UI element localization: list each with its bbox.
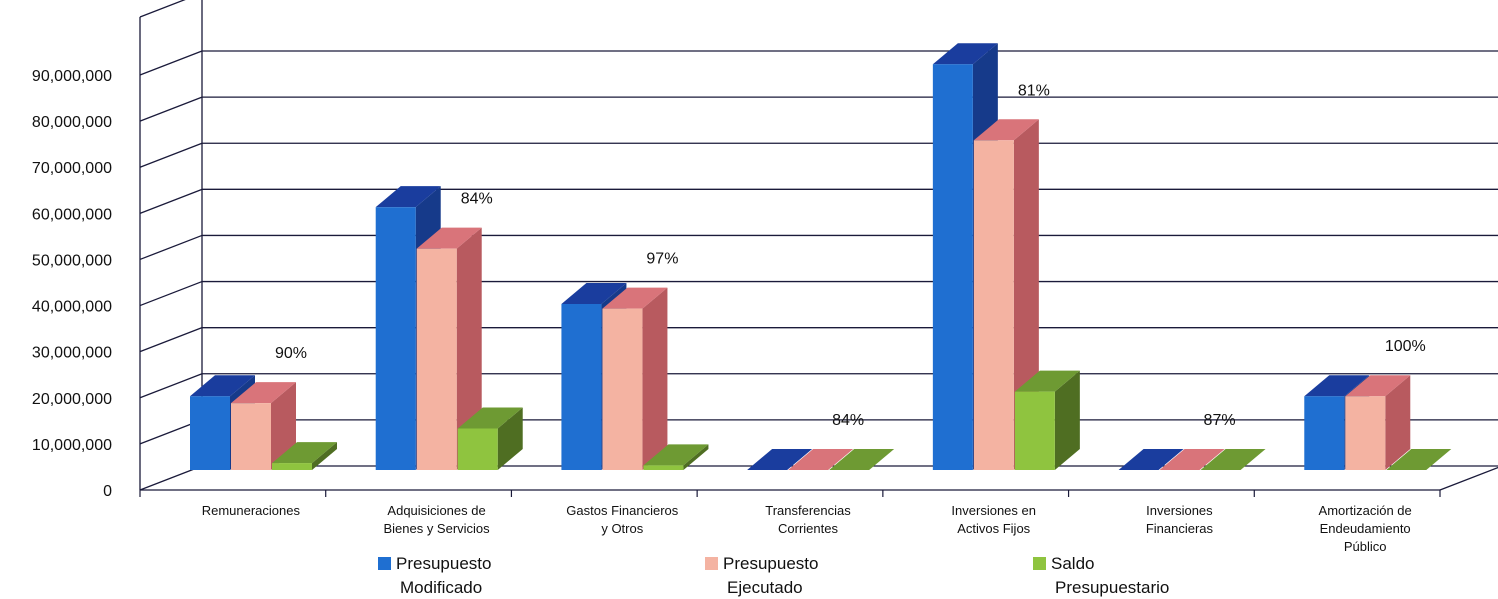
x-tick-label: Bienes y Servicios: [383, 521, 490, 536]
bar: [375, 207, 416, 470]
x-tick-label: Corrientes: [778, 521, 838, 536]
y-tick-label: 50,000,000: [32, 252, 112, 269]
bar-side: [642, 287, 668, 470]
gridline-side: [139, 142, 203, 168]
bar-top: [457, 407, 523, 429]
bar: [457, 428, 498, 470]
y-tick-label: 10,000,000: [32, 437, 112, 454]
gridline-side: [139, 234, 203, 261]
bar-top: [1118, 449, 1184, 470]
bar-top: [643, 444, 709, 466]
x-tick-label: Inversiones en: [951, 503, 1036, 518]
bar-side: [1054, 370, 1080, 470]
percent-label: 84%: [461, 191, 493, 208]
bar-top: [1014, 370, 1080, 392]
bar-top: [561, 283, 627, 304]
bar-top: [602, 287, 668, 309]
x-tick-label: Inversiones: [1146, 503, 1213, 518]
y-tick-label: 20,000,000: [32, 391, 112, 408]
legend-label: Presupuestario: [1055, 578, 1169, 597]
bar-side: [497, 407, 523, 470]
gridline-side: [139, 96, 203, 122]
bar-side: [271, 382, 296, 470]
bar-side: [683, 444, 709, 470]
bar-top: [1386, 449, 1452, 470]
y-tick-label: 90,000,000: [32, 68, 112, 85]
bar: [1304, 396, 1345, 470]
bar-top: [788, 449, 854, 470]
x-tick-label: Activos Fijos: [957, 521, 1030, 536]
y-tick-label: 40,000,000: [32, 299, 112, 316]
gridline-side: [139, 373, 203, 399]
bar-top: [190, 375, 255, 397]
bar-top: [272, 442, 337, 464]
percent-label: 97%: [646, 251, 678, 268]
x-tick-label: Gastos Financieros: [566, 503, 678, 518]
gridline-side: [139, 188, 203, 214]
bar-top: [1200, 449, 1266, 470]
gridline-side: [139, 327, 203, 353]
bar-top: [1304, 375, 1370, 397]
percent-label: 90%: [275, 345, 307, 362]
bar: [602, 308, 643, 470]
percent-label: 81%: [1018, 82, 1050, 99]
legend-swatch: [705, 557, 718, 570]
x-tick-label: Remuneraciones: [202, 503, 301, 518]
bar: [190, 396, 230, 470]
gridline-side: [139, 0, 186, 18]
bar-side: [456, 227, 482, 470]
x-tick-label: Amortización de: [1319, 503, 1412, 518]
bar-top: [416, 227, 482, 249]
bar-top: [829, 449, 895, 470]
x-tick-label: y Otros: [601, 521, 643, 536]
bar: [1345, 396, 1386, 470]
bar-side: [312, 442, 337, 470]
x-tick-label: Transferencias: [765, 503, 851, 518]
bar-top: [1345, 375, 1411, 397]
y-tick-label: 60,000,000: [32, 206, 112, 223]
bar: [272, 463, 312, 470]
legend-label: Ejecutado: [727, 578, 803, 597]
floor-edge: [1439, 466, 1498, 491]
legend-label: Saldo: [1051, 554, 1094, 573]
y-tick-label: 30,000,000: [32, 345, 112, 362]
percent-label: 87%: [1204, 412, 1236, 429]
x-tick-label: Financieras: [1146, 521, 1214, 536]
legend-label: Modificado: [400, 578, 482, 597]
bar: [973, 140, 1014, 471]
y-tick-label: 70,000,000: [32, 160, 112, 177]
y-tick-label: 80,000,000: [32, 114, 112, 131]
bar: [932, 64, 973, 470]
percent-label: 100%: [1385, 338, 1426, 355]
gridline-side: [139, 280, 203, 307]
legend-label: Presupuesto: [396, 554, 491, 573]
y-tick-label: 0: [103, 483, 112, 500]
gridline-side: [139, 50, 203, 76]
bar-side: [1385, 375, 1411, 470]
bar-top: [231, 382, 296, 404]
x-tick-label: Endeudamiento: [1320, 521, 1411, 536]
legend-label: Presupuesto: [723, 554, 818, 573]
bar: [1014, 391, 1055, 470]
x-tick-label: Adquisiciones de: [387, 503, 485, 518]
bar-top: [747, 449, 813, 470]
percent-label: 84%: [832, 412, 864, 429]
bar: [561, 304, 602, 470]
legend-swatch: [378, 557, 391, 570]
bar: [416, 248, 457, 470]
bar: [643, 465, 684, 470]
bar-top: [973, 119, 1039, 141]
legend-swatch: [1033, 557, 1046, 570]
bar-top: [932, 43, 998, 65]
x-tick-label: Público: [1344, 539, 1387, 554]
bar-top: [375, 186, 441, 208]
bar: [231, 403, 271, 470]
bar-top: [1159, 449, 1225, 470]
